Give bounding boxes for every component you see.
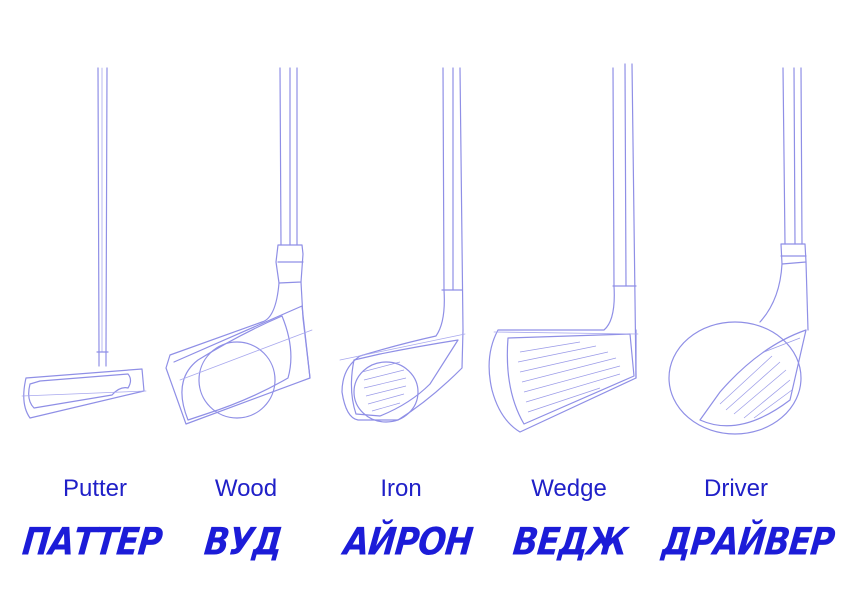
driver-label-en: Driver (704, 475, 768, 502)
wood-label-en: Wood (214, 475, 278, 502)
wedge-label-ru: ВЕДЖ (510, 519, 630, 564)
iron-label-en: Iron (380, 475, 422, 502)
iron-sketch (339, 67, 466, 423)
driver-sketch (668, 67, 809, 435)
driver-label-ru: ДРАЙВЕР (659, 519, 837, 564)
putter-sketch (21, 67, 147, 419)
wood-sketch (165, 67, 313, 425)
wedge-label-en: Wedge (531, 475, 607, 502)
putter-label-en: Putter (62, 475, 128, 502)
wedge-sketch (488, 63, 639, 433)
